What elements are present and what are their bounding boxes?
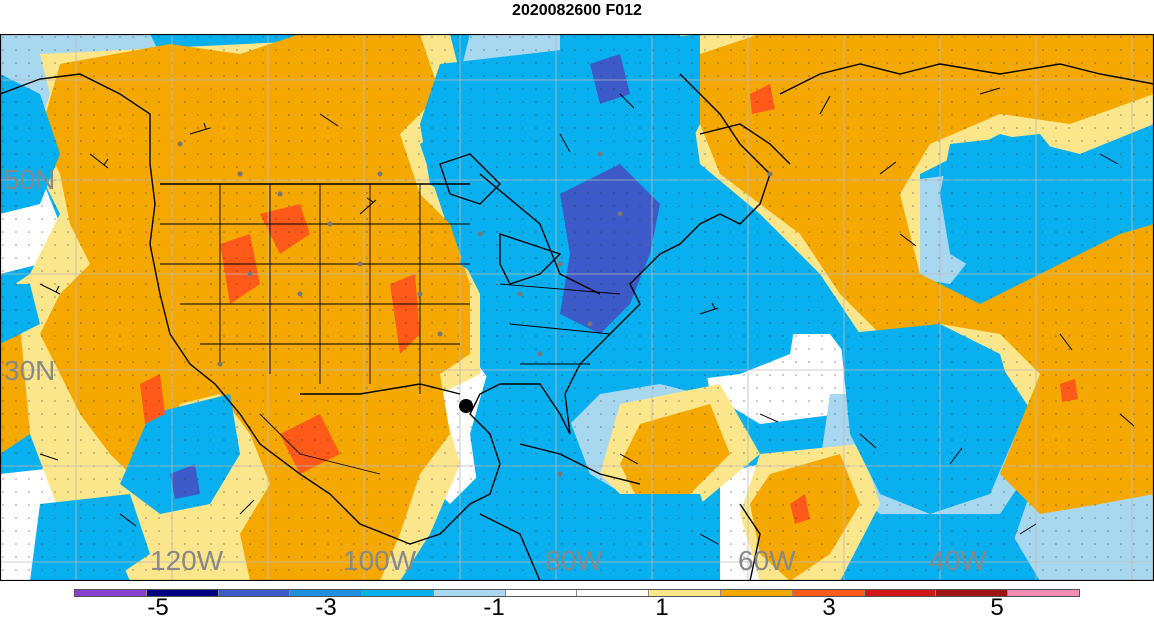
colorbar-swatch [576,590,649,596]
colorbar-swatch [791,590,864,596]
lat-label-50n: 50N [4,164,56,195]
colorbar-tick: -1 [483,594,505,621]
colorbar-swatch [217,590,290,596]
colorbar-swatch [145,590,218,596]
wind-barbs [39,87,1135,545]
map-title: 2020082600 F012 [512,2,642,19]
colorbar-swatch [648,590,721,596]
location-marker [459,399,473,413]
lon-label-120w: 120W [150,545,224,576]
map-canvas [0,34,1154,581]
lon-label-80w: 80W [545,545,603,576]
lon-label-40w: 40W [929,545,987,576]
state-borders [160,184,621,475]
colorbar-swatch [863,590,936,596]
colorbar-swatch [935,590,1008,596]
lon-label-100w: 100W [343,545,417,576]
graticule [0,34,1154,581]
anomaly-map [0,34,1154,581]
colorbar [74,589,1080,597]
colorbar-tick: 1 [655,594,669,621]
significance-stipple [0,34,1154,581]
colorbar-tick: -5 [147,594,169,621]
lat-label-30n: 30N [4,355,56,386]
colorbar-tick: -3 [315,594,337,621]
colorbar-swatch [289,590,362,596]
colorbar-swatch [432,590,505,596]
colorbar-tick: 5 [990,594,1004,621]
coastlines [0,63,1154,581]
colorbar-swatch [504,590,577,596]
colorbar-swatch [720,590,792,596]
station-dots [177,141,773,477]
colorbar-tick: 3 [822,594,836,621]
colorbar-swatch [1007,590,1079,596]
lon-label-60w: 60W [738,545,796,576]
colorbar-swatch [361,590,433,596]
colorbar-swatch [75,590,146,596]
